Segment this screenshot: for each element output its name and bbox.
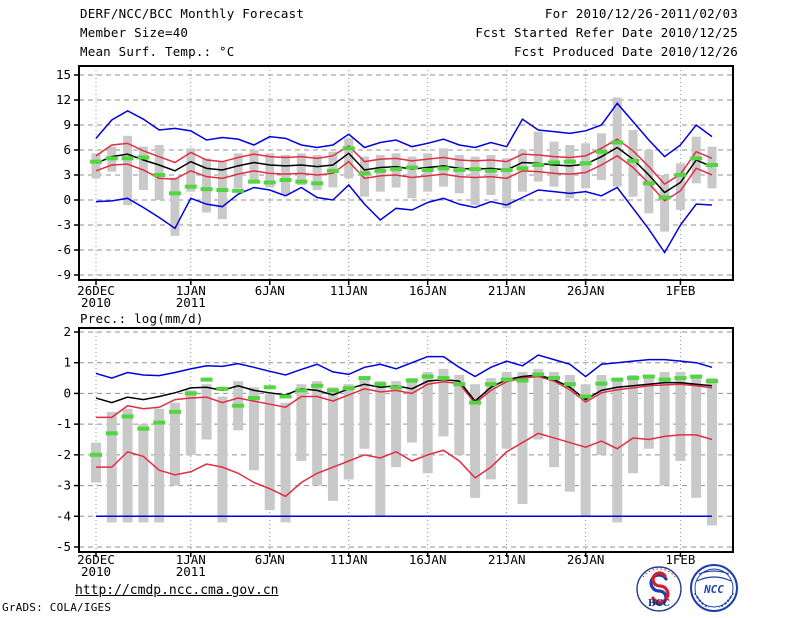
svg-text:-3: -3 bbox=[56, 217, 71, 232]
series-ensemble_min bbox=[95, 183, 713, 254]
svg-text:-5: -5 bbox=[56, 539, 71, 554]
series-ensemble_max bbox=[95, 354, 713, 379]
svg-text:2010: 2010 bbox=[81, 564, 111, 579]
svg-text:2: 2 bbox=[63, 324, 71, 339]
ensemble-spread-bars bbox=[91, 97, 717, 236]
svg-text:26JAN: 26JAN bbox=[567, 283, 605, 298]
y-axis-labels: 15 12 9 6 3 0 -3 -6 -9 bbox=[56, 67, 79, 282]
svg-text:12: 12 bbox=[56, 92, 71, 107]
svg-text:1JAN: 1JAN bbox=[176, 283, 206, 298]
svg-text:9: 9 bbox=[63, 117, 71, 132]
svg-text:21JAN: 21JAN bbox=[488, 552, 526, 567]
bcc-arc-text bbox=[642, 568, 676, 578]
y-axis-labels: 2 1 0 -1 -2 -3 -4 -5 bbox=[56, 324, 79, 554]
svg-text:1: 1 bbox=[63, 355, 71, 370]
svg-text:2010: 2010 bbox=[81, 295, 111, 310]
series-ensemble_max bbox=[95, 102, 713, 158]
svg-text:0: 0 bbox=[63, 385, 71, 400]
series-ensemble_mean bbox=[95, 374, 713, 404]
ncc-logo: NCC bbox=[687, 563, 741, 618]
series-ensemble_minus_std bbox=[96, 432, 713, 498]
cmdp-url-link[interactable]: http://cmdp.ncc.cma.gov.cn bbox=[75, 583, 279, 598]
series-ensemble_plus_std bbox=[96, 375, 713, 419]
member-size-label: Member Size=40 bbox=[80, 25, 189, 40]
ncc-globe-lines bbox=[696, 570, 732, 582]
svg-text:-4: -4 bbox=[56, 508, 71, 523]
svg-text:6JAN: 6JAN bbox=[255, 552, 285, 567]
svg-text:-6: -6 bbox=[56, 242, 71, 257]
svg-text:26JAN: 26JAN bbox=[567, 552, 605, 567]
plot-frame bbox=[78, 65, 734, 281]
page-title: DERF/NCC/BCC Monthly Forecast bbox=[80, 6, 305, 21]
reference-dashes bbox=[90, 140, 719, 200]
svg-text:26DEC: 26DEC bbox=[77, 552, 115, 567]
svg-text:-2: -2 bbox=[56, 447, 71, 462]
plot-frame bbox=[78, 327, 734, 553]
svg-text:11JAN: 11JAN bbox=[330, 552, 368, 567]
series-ensemble_plus_std bbox=[95, 138, 713, 186]
prec-chart-title: Prec.: log(mm/d) bbox=[80, 311, 204, 326]
svg-text:3: 3 bbox=[63, 167, 71, 182]
svg-text:15: 15 bbox=[56, 67, 71, 82]
svg-text:1FEB: 1FEB bbox=[665, 552, 695, 567]
series-ensemble_minus_std bbox=[95, 154, 713, 202]
series-ensemble_mean bbox=[95, 146, 713, 194]
svg-text:2011: 2011 bbox=[176, 295, 206, 310]
svg-text:1FEB: 1FEB bbox=[665, 283, 695, 298]
refer-date-label: Fcst Started Refer Date 2010/12/25 bbox=[475, 25, 738, 40]
svg-text:11JAN: 11JAN bbox=[330, 283, 368, 298]
ensemble-spread-bars bbox=[91, 368, 718, 526]
produced-date-label: Fcst Produced Date 2010/12/26 bbox=[513, 44, 738, 59]
svg-text:26DEC: 26DEC bbox=[77, 283, 115, 298]
ncc-logo-text: NCC bbox=[703, 583, 724, 596]
reference-dashes bbox=[90, 372, 719, 457]
bcc-logo: BCC bbox=[633, 565, 685, 618]
temp-chart-title: Mean Surf. Temp.: °C bbox=[80, 44, 235, 59]
svg-text:1JAN: 1JAN bbox=[176, 552, 206, 567]
svg-text:6: 6 bbox=[63, 142, 71, 157]
svg-text:21JAN: 21JAN bbox=[488, 283, 526, 298]
svg-text:16JAN: 16JAN bbox=[409, 552, 447, 567]
grads-credit: GrADS: COLA/IGES bbox=[2, 601, 112, 614]
svg-text:2011: 2011 bbox=[176, 564, 206, 579]
svg-text:-1: -1 bbox=[56, 416, 71, 431]
bcc-swirl-red bbox=[651, 571, 670, 604]
svg-text:-9: -9 bbox=[56, 267, 71, 282]
forecast-period-label: For 2010/12/26-2011/02/03 bbox=[544, 6, 738, 21]
svg-text:0: 0 bbox=[63, 192, 71, 207]
svg-text:6JAN: 6JAN bbox=[255, 283, 285, 298]
bcc-logo-text: BCC bbox=[648, 599, 670, 609]
svg-text:-3: -3 bbox=[56, 478, 71, 493]
svg-text:16JAN: 16JAN bbox=[409, 283, 447, 298]
